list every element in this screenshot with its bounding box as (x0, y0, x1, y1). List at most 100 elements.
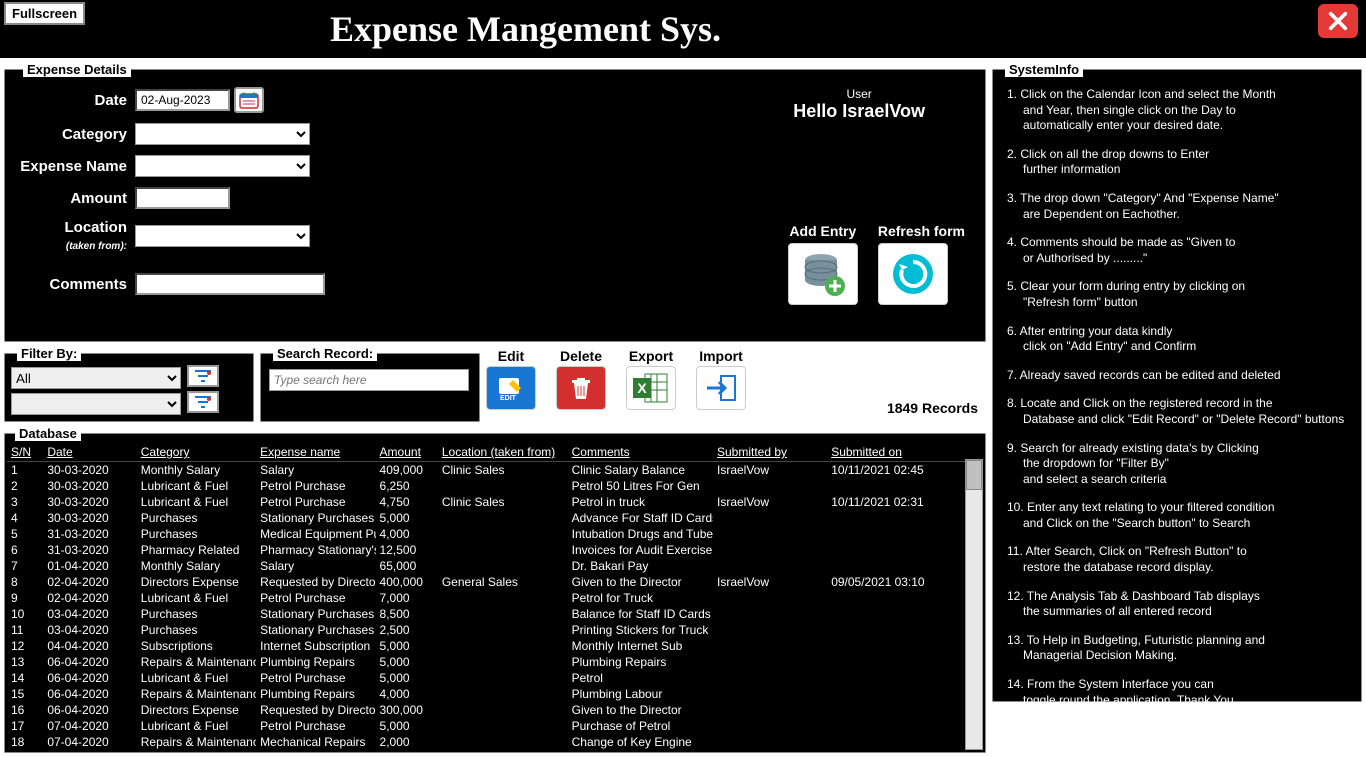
table-cell: Medical Equipment Pu (256, 526, 375, 542)
table-row[interactable]: 701-04-2020Monthly SalarySalary65,000Dr.… (7, 558, 983, 574)
table-cell: 8 (7, 574, 43, 590)
table-cell: Pharmacy Related (137, 542, 256, 558)
column-header[interactable]: Amount (376, 443, 438, 462)
table-row[interactable]: 1103-04-2020PurchasesStationary Purchase… (7, 622, 983, 638)
table-cell (827, 686, 983, 702)
table-row[interactable]: 1707-04-2020Lubricant & FuelPetrol Purch… (7, 718, 983, 734)
table-cell: Stationary Purchases (256, 606, 375, 622)
column-header[interactable]: Comments (568, 443, 713, 462)
column-header[interactable]: Location (taken from) (438, 443, 568, 462)
table-row[interactable]: 1506-04-2020Repairs & MaintenancPlumbing… (7, 686, 983, 702)
delete-button[interactable]: Delete (556, 348, 606, 410)
table-cell: 15 (7, 686, 43, 702)
vertical-scrollbar[interactable] (965, 459, 983, 750)
table-cell: 3 (7, 494, 43, 510)
search-group: Search Record: (260, 346, 480, 422)
amount-input[interactable] (135, 187, 230, 209)
search-input[interactable] (269, 369, 469, 391)
svg-text:X: X (637, 380, 647, 396)
table-cell: Plumbing Repairs (256, 654, 375, 670)
table-cell: 04-04-2020 (43, 638, 136, 654)
table-cell: 12,500 (376, 542, 438, 558)
database-group: Database S/NDateCategoryExpense nameAmou… (4, 426, 986, 753)
edit-button[interactable]: Edit EDIT (486, 348, 536, 410)
table-row[interactable]: 1807-04-2020Repairs & MaintenancMechanic… (7, 734, 983, 750)
column-header[interactable]: S/N (7, 443, 43, 462)
table-cell: Directors Expense (137, 574, 256, 590)
table-cell (438, 670, 568, 686)
table-cell (438, 606, 568, 622)
table-cell: 10 (7, 606, 43, 622)
table-cell: 03-04-2020 (43, 606, 136, 622)
table-cell: Petrol (568, 670, 713, 686)
table-cell (438, 590, 568, 606)
calendar-button[interactable] (234, 87, 264, 113)
systeminfo-item: 9. Search for already existing data's by… (1007, 441, 1347, 488)
column-header[interactable]: Date (43, 443, 136, 462)
category-dropdown[interactable] (135, 123, 310, 145)
svg-text:EDIT: EDIT (500, 395, 517, 402)
table-row[interactable]: 330-03-2020Lubricant & FuelPetrol Purcha… (7, 494, 983, 510)
location-sub-label: (taken from): (66, 241, 127, 252)
database-table: S/NDateCategoryExpense nameAmountLocatio… (7, 443, 983, 750)
table-cell: 07-04-2020 (43, 718, 136, 734)
table-cell: General Sales (438, 574, 568, 590)
table-cell: 400,000 (376, 574, 438, 590)
category-label: Category (15, 126, 135, 143)
filter-dropdown-2[interactable] (11, 393, 181, 415)
table-row[interactable]: 1204-04-2020SubscriptionsInternet Subscr… (7, 638, 983, 654)
table-row[interactable]: 531-03-2020PurchasesMedical Equipment Pu… (7, 526, 983, 542)
filter-action-1[interactable] (187, 365, 219, 387)
table-cell: 10/11/2021 02:31 (827, 494, 983, 510)
fullscreen-button[interactable]: Fullscreen (4, 2, 85, 25)
table-cell (713, 670, 827, 686)
refresh-form-button[interactable]: Refresh form (878, 223, 965, 305)
expense-name-label-text: Expense Name (20, 159, 127, 174)
comments-label: Comments (15, 276, 135, 293)
table-row[interactable]: 1406-04-2020Lubricant & FuelPetrol Purch… (7, 670, 983, 686)
filter-icon (193, 395, 213, 409)
table-row[interactable]: 802-04-2020Directors ExpenseRequested by… (7, 574, 983, 590)
table-cell: 2,500 (376, 622, 438, 638)
column-header[interactable]: Category (137, 443, 256, 462)
column-header[interactable]: Submitted on (827, 443, 983, 462)
table-cell: Lubricant & Fuel (137, 494, 256, 510)
column-header[interactable]: Submitted by (713, 443, 827, 462)
scrollbar-thumb[interactable] (966, 460, 982, 490)
filter-action-2[interactable] (187, 391, 219, 413)
table-cell: 11 (7, 622, 43, 638)
table-cell: Salary (256, 558, 375, 574)
comments-input[interactable] (135, 273, 325, 295)
table-row[interactable]: 902-04-2020Lubricant & FuelPetrol Purcha… (7, 590, 983, 606)
app-title: Expense Mangement Sys. (330, 8, 721, 50)
table-row[interactable]: 1306-04-2020Repairs & MaintenancPlumbing… (7, 654, 983, 670)
date-input[interactable] (135, 89, 230, 111)
table-row[interactable]: 1003-04-2020PurchasesStationary Purchase… (7, 606, 983, 622)
table-row[interactable]: 631-03-2020Pharmacy RelatedPharmacy Stat… (7, 542, 983, 558)
add-entry-button[interactable]: Add Entry (788, 223, 858, 305)
expense-name-dropdown[interactable] (135, 155, 310, 177)
table-cell: Lubricant & Fuel (137, 670, 256, 686)
table-cell: Repairs & Maintenanc (137, 734, 256, 750)
filter-dropdown-1[interactable]: All (11, 367, 181, 389)
location-label-text: Location (65, 219, 128, 236)
table-row[interactable]: 430-03-2020PurchasesStationary Purchases… (7, 510, 983, 526)
systeminfo-legend: SystemInfo (1005, 62, 1083, 77)
table-row[interactable]: 1606-04-2020Directors ExpenseRequested b… (7, 702, 983, 718)
table-cell: Plumbing Repairs (568, 654, 713, 670)
table-cell: Purchases (137, 606, 256, 622)
table-cell: 5,000 (376, 654, 438, 670)
table-row[interactable]: 230-03-2020Lubricant & FuelPetrol Purcha… (7, 478, 983, 494)
table-row[interactable]: 130-03-2020Monthly SalarySalary409,000Cl… (7, 462, 983, 479)
import-button[interactable]: Import (696, 348, 746, 410)
export-button[interactable]: Export X (626, 348, 676, 410)
table-cell: 31-03-2020 (43, 542, 136, 558)
table-cell: 2 (7, 478, 43, 494)
table-cell: Repairs & Maintenanc (137, 686, 256, 702)
column-header[interactable]: Expense name (256, 443, 375, 462)
table-cell: Petrol Purchase (256, 590, 375, 606)
location-dropdown[interactable] (135, 225, 310, 247)
table-cell (827, 734, 983, 750)
close-button[interactable] (1318, 4, 1358, 38)
table-cell (713, 718, 827, 734)
